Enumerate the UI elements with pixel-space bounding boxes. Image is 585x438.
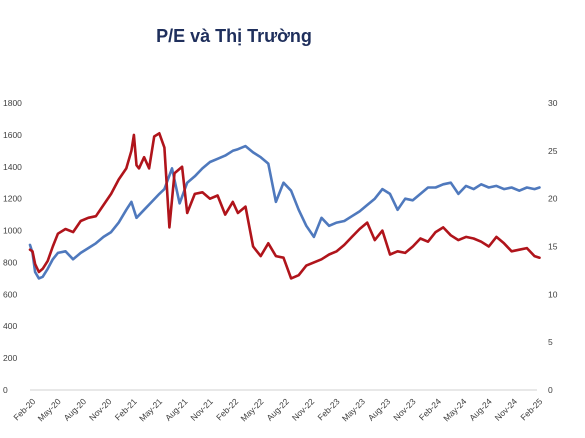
series-line-2 [28,132,541,280]
y-right-tick-label: 25 [548,146,558,156]
x-tick-label: May-23 [340,396,367,423]
series-layer [28,132,541,280]
x-tick-label: May-22 [238,396,265,423]
y-left-tick-label: 1400 [3,162,22,172]
y-left-tick-label: 1200 [3,194,22,204]
x-tick-label: Aug-23 [366,396,393,423]
x-tick-label: Nov-24 [493,396,520,423]
x-tick-label: Nov-20 [87,396,114,423]
y-right-tick-label: 10 [548,289,558,299]
x-tick-label: May-20 [36,396,63,423]
x-tick-label: May-21 [137,396,164,423]
label-layer: 0 200 400 600 800 1000 1200 1400 1600 1800 0 5 10 15 2… [3,98,558,423]
x-tick-label: Nov-23 [391,396,418,423]
x-tick-label: Feb-23 [315,396,341,422]
y-right-tick-label: 5 [548,337,553,347]
x-tick-label: Aug-24 [467,396,494,423]
y-left-tick-label: 800 [3,257,17,267]
x-tick-label: Aug-21 [163,396,190,423]
x-tick-label: Feb-21 [113,396,139,422]
y-left-tick-label: 200 [3,353,17,363]
y-left-tick-label: 0 [3,385,8,395]
y-left-tick-label: 1800 [3,98,22,108]
series-line-1 [28,144,541,280]
x-tick-label: Nov-22 [290,396,317,423]
y-left-tick-label: 400 [3,321,17,331]
y-right-tick-label: 0 [548,385,553,395]
x-tick-label: Aug-20 [62,396,89,423]
x-tick-label: Aug-22 [264,396,291,423]
y-left-tick-label: 600 [3,289,17,299]
y-right-tick-label: 20 [548,194,558,204]
y-right-tick-label: 30 [548,98,558,108]
x-tick-label: Feb-25 [518,396,544,422]
x-tick-label: Nov-21 [188,396,215,423]
y-left-tick-label: 1600 [3,130,22,140]
chart-title: P/E và Thị Trường [156,26,312,46]
y-right-tick-label: 15 [548,242,558,252]
x-tick-label: Feb-24 [417,396,443,422]
x-tick-label: Feb-20 [11,396,37,422]
x-tick-label: Feb-22 [214,396,240,422]
x-tick-label: May-24 [441,396,468,423]
y-left-tick-label: 1000 [3,226,22,236]
